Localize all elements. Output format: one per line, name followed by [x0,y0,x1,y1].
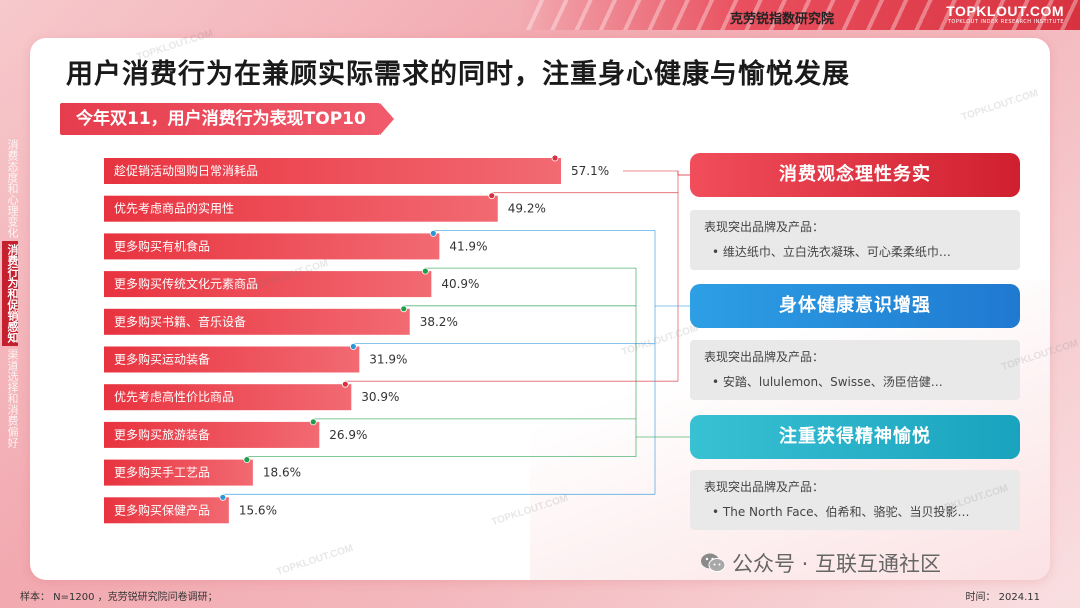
bar-category-label: 更多购买有机食品 [114,238,210,253]
bar-marker-dot [488,192,496,200]
chart-subtitle: 今年双11，用户消费行为表现TOP10 [60,103,394,135]
panel-health: 表现突出品牌及产品： • 安踏、lululemon、Swisse、汤臣倍健… [690,340,1020,400]
side-tabs: 消费态度和心理变化 消费行为和促销感知 渠道选择和消费偏好 [0,136,20,451]
panel-rational-items: • 维达纸巾、立白洗衣凝珠、可心柔柔纸巾… [712,245,951,259]
bar [104,158,561,184]
footer-time: 时间： 2024.11 [965,592,1040,603]
connector-line [246,456,636,460]
bar-value-label: 57.1% [571,164,609,178]
side-tab-behavior[interactable]: 消费行为和促销感知 [2,241,19,346]
panel-spirit-header: 表现突出品牌及产品： [704,480,825,494]
bar-value-label: 15.6% [239,503,277,517]
bar-category-label: 优先考虑高性价比商品 [114,389,234,404]
bar [104,195,498,222]
bar-value-label: 26.9% [329,428,367,442]
panel-health-items: • 安踏、lululemon、Swisse、汤臣倍健… [712,375,943,389]
bar-value-label: 40.9% [441,277,479,291]
bar [104,421,320,448]
bar-category-label: 更多购买手工艺品 [114,465,210,480]
category-spirit: 注重获得精神愉悦 [690,415,1020,459]
brand-logo: TOPKLOUT.COM [946,3,1064,19]
connector-line [432,229,655,234]
bar-marker-dot [341,380,349,388]
bar-category-label: 更多购买运动装备 [114,352,210,367]
bar-category-label: 更多购买书籍、音乐设备 [114,314,246,329]
panel-spirit: 表现突出品牌及产品： • The North Face、伯希和、骆驼、当贝投影… [690,470,1020,530]
org-name: 克劳锐指数研究院 [730,12,835,27]
top-bar: 克劳锐指数研究院 TOPKLOUT.COM TOPKLOUT INDEX RES… [0,0,1080,30]
bar [104,271,432,298]
category-health: 身体健康意识增强 [690,284,1020,328]
panel-rational: 表现突出品牌及产品： • 维达纸巾、立白洗衣凝珠、可心柔柔纸巾… [690,210,1020,270]
connector-line [312,418,636,422]
connector-line [623,170,690,176]
side-tab-channel[interactable]: 渠道选择和消费偏好 [6,349,19,448]
bar-marker-dot [551,154,559,162]
panel-spirit-items: • The North Face、伯希和、骆驼、当贝投影… [712,505,970,519]
bar-marker-dot [429,229,437,237]
bar-marker-dot [421,267,429,275]
bar-marker-dot [400,305,408,313]
bar-marker-dot [309,418,317,426]
bar-category-label: 更多购买保健产品 [114,502,210,517]
bar [104,497,229,524]
connector-line [403,305,636,309]
bar [104,308,410,335]
bar-value-label: 31.9% [369,353,407,367]
connector-line [344,380,678,385]
bar-value-label: 49.2% [508,202,546,216]
bar-category-label: 优先考虑商品的实用性 [114,201,234,216]
bar [104,459,253,486]
bar-value-label: 38.2% [420,315,458,329]
bar-value-label: 30.9% [361,390,399,404]
bar-marker-dot [349,343,357,350]
page-title: 用户消费行为在兼顾实际需求的同时，注重身心健康与愉悦发展 [66,59,850,90]
bar [104,346,360,373]
bar-marker-dot [219,493,227,501]
connector-line [352,343,655,347]
connector-line [424,267,636,272]
brand-logo-sub: TOPKLOUT INDEX RESEARCH INSTITUTE [947,19,1064,25]
wechat-icon [701,553,726,572]
bar [104,233,440,260]
bar-value-label: 18.6% [263,466,301,480]
side-tab-attitude[interactable]: 消费态度和心理变化 [6,139,19,238]
wechat-footer: 公众号 · 互联互通社区 [700,548,941,578]
category-rational: 消费观念理性务实 [690,153,1020,197]
connector-line [491,192,678,196]
bar-category-label: 趁促销活动囤购日常消耗品 [114,163,258,178]
panel-health-header: 表现突出品牌及产品： [704,350,825,364]
bar [104,384,352,411]
panel-rational-header: 表现突出品牌及产品： [704,220,825,234]
bar-category-label: 更多购买传统文化元素商品 [114,276,258,291]
bar-marker-dot [243,456,251,464]
wechat-label: 公众号 · 互联互通社区 [732,552,942,576]
bar-category-label: 更多购买旅游装备 [114,427,210,442]
bar-value-label: 41.9% [449,239,487,253]
header-stripes [520,0,1080,30]
footer-note: 样本： N=1200 ，克劳锐研究院问卷调研； [20,592,218,603]
connector-line [222,493,655,498]
